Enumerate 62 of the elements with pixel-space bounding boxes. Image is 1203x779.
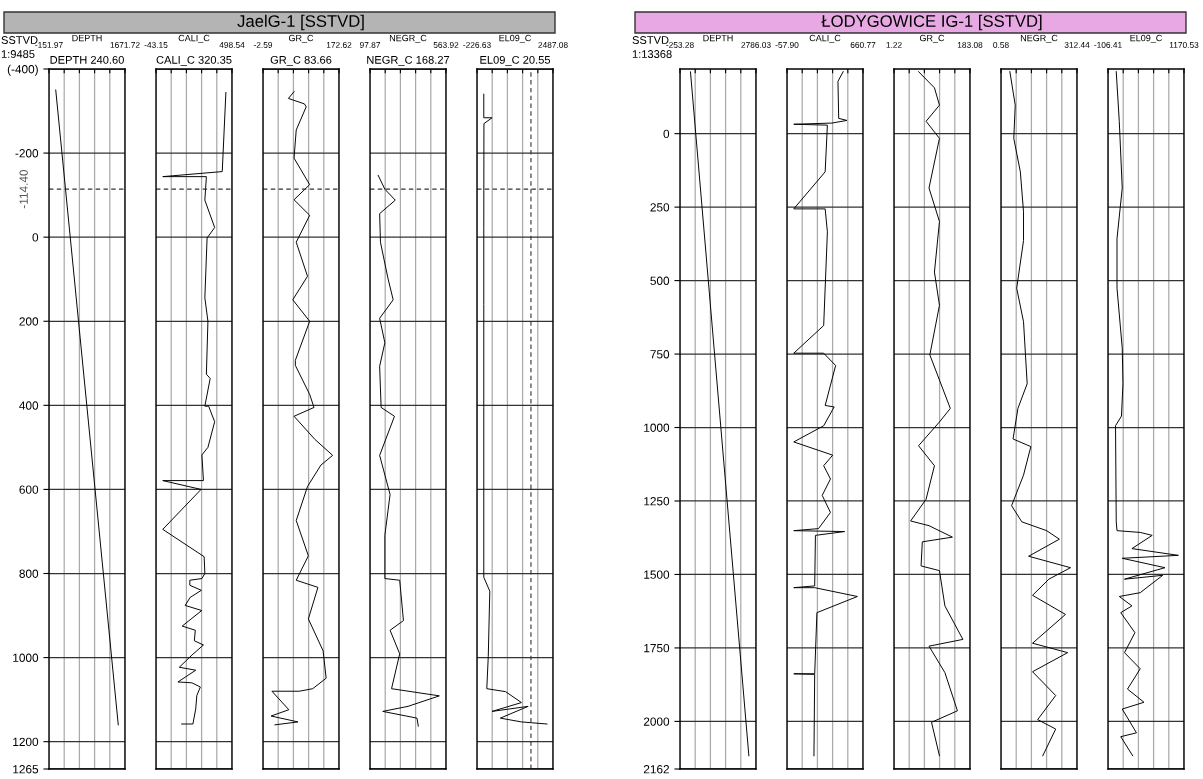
chart-title: ŁODYGOWICE IG-1 [SSTVD] <box>821 14 1042 31</box>
x-tick-label: 312.44 <box>1064 42 1090 48</box>
chart-subtitle: GR_C 83.66 <box>270 55 332 66</box>
x-tick-label: 97.87 <box>359 42 381 48</box>
y-tick-label: 1750 <box>644 643 670 653</box>
y-tick-label: 200 <box>19 317 39 326</box>
y-tick-label: 1265 <box>13 765 39 774</box>
y-tick-label: 2000 <box>643 717 670 726</box>
y-tick-label: 2162 <box>643 765 669 774</box>
x-axis-title: NEGR_C <box>389 34 427 43</box>
x-tick-label: -57.90 <box>775 42 799 48</box>
y-tick-label: (-400) <box>7 64 38 76</box>
x-tick-label: 563.92 <box>433 42 459 48</box>
text: 1:9485 <box>1 50 35 58</box>
chart-subtitle: DEPTH 240.60 <box>50 55 124 64</box>
chart-subtitle: NEGR_C 168.27 <box>367 55 450 66</box>
y-tick-label: 0 <box>32 233 39 242</box>
y-tick-label: 800 <box>19 569 39 578</box>
x-tick-label: -2.59 <box>253 42 273 48</box>
y-tick-label: 0 <box>663 129 670 139</box>
chart-subtitle: EL09_C 20.55 <box>480 55 551 66</box>
y-tick-label: -200 <box>15 149 39 158</box>
text: 1:13368 <box>632 50 672 58</box>
y-tick-label: 1000 <box>13 653 39 662</box>
x-tick-label: -151.97 <box>35 42 63 48</box>
x-tick-label: 1.22 <box>886 42 902 48</box>
x-tick-label: 183.08 <box>957 42 983 48</box>
chart-subtitle: CALI_C 320.35 <box>156 55 232 66</box>
x-tick-label: -253.28 <box>666 42 694 48</box>
x-axis-title: EL09_C <box>1130 34 1162 43</box>
y-tick-label: 750 <box>650 350 670 359</box>
x-axis-title: GR_C <box>919 34 945 43</box>
x-tick-label: 0.58 <box>993 42 1009 48</box>
x-tick-label: 2487.08 <box>538 42 568 48</box>
text: SSTVD <box>1 36 38 44</box>
x-axis-title: GR_C <box>288 34 314 43</box>
x-tick-label: -226.63 <box>463 42 491 48</box>
y-tick-label: 1200 <box>13 737 39 747</box>
ref-line-label: -114.40 <box>19 169 28 209</box>
x-axis-title: NEGR_C <box>1020 34 1058 43</box>
y-tick-label: 1000 <box>644 423 670 432</box>
x-axis-title: EL09_C <box>499 34 531 43</box>
x-tick-label: -106.41 <box>1094 42 1122 48</box>
y-tick-label: 500 <box>650 276 670 285</box>
x-tick-label: 498.54 <box>219 42 245 48</box>
x-tick-label: 660.77 <box>850 42 876 48</box>
y-tick-label: 1250 <box>644 497 670 506</box>
text: SSTVD <box>632 36 669 44</box>
x-tick-label: 2786.03 <box>741 42 771 48</box>
x-axis-title: DEPTH <box>72 34 102 42</box>
x-axis-title: CALI_C <box>178 34 210 43</box>
x-tick-label: 1671.72 <box>110 42 140 48</box>
y-tick-label: 250 <box>650 203 670 212</box>
x-axis-title: DEPTH <box>703 34 733 42</box>
y-tick-label: 400 <box>19 401 39 410</box>
x-tick-label: -43.15 <box>144 42 168 48</box>
x-axis-title: CALI_C <box>809 34 841 43</box>
y-tick-label: 1500 <box>644 570 670 579</box>
y-tick-label: 600 <box>19 485 39 494</box>
x-tick-label: 1170.53 <box>1169 42 1199 48</box>
chart-title: JaelG-1 [SSTVD] <box>237 14 364 31</box>
x-tick-label: 172.62 <box>326 42 352 48</box>
